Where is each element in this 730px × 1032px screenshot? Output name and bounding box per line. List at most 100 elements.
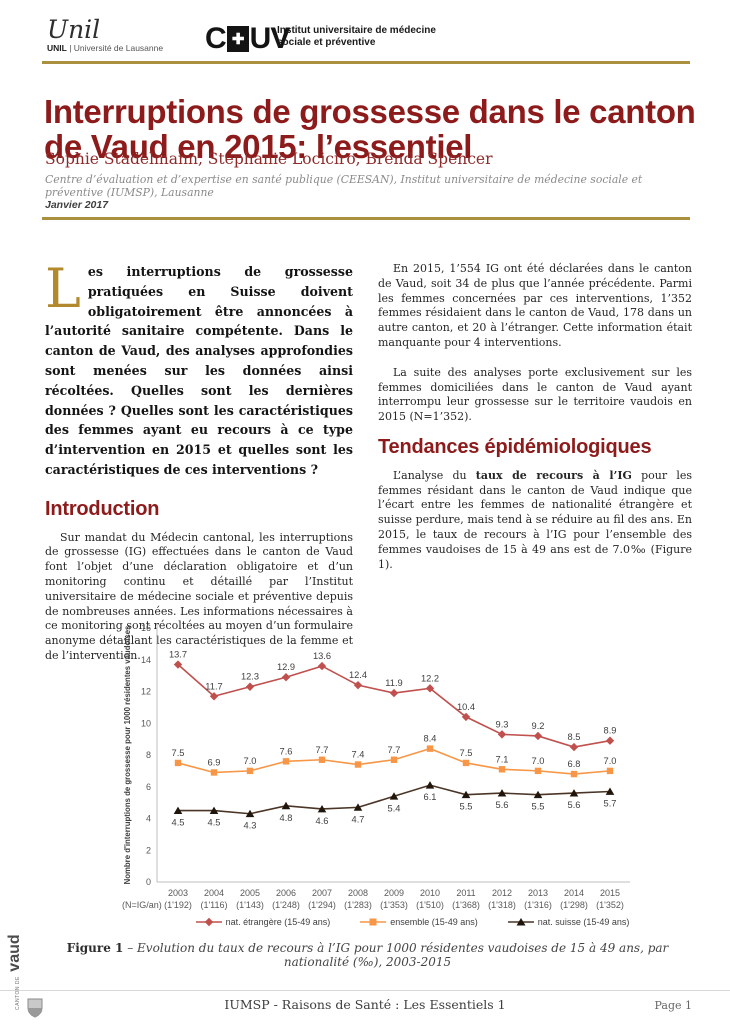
svg-text:8.5: 8.5 <box>568 732 581 742</box>
svg-text:2009: 2009 <box>384 888 404 898</box>
figure-caption: Figure 1 – Evolution du taux de recours … <box>45 941 690 969</box>
right-paragraph-2: La suite des analyses porte exclusivemen… <box>378 365 692 424</box>
svg-text:7.6: 7.6 <box>280 746 293 756</box>
svg-text:13.6: 13.6 <box>313 651 331 661</box>
svg-text:4.5: 4.5 <box>172 818 185 828</box>
svg-text:7.4: 7.4 <box>352 750 365 760</box>
svg-text:2007: 2007 <box>312 888 332 898</box>
svg-text:5.6: 5.6 <box>568 800 581 810</box>
svg-text:(1'248): (1'248) <box>272 900 300 910</box>
svg-text:8: 8 <box>146 750 151 760</box>
legend-item: nat. suisse (15-49 ans) <box>507 917 630 927</box>
svg-text:4: 4 <box>146 814 151 824</box>
svg-text:5.6: 5.6 <box>496 800 509 810</box>
svg-text:6.8: 6.8 <box>568 759 581 769</box>
svg-text:(1'318): (1'318) <box>488 900 516 910</box>
affiliation-line: Centre d’évaluation et d’expertise en sa… <box>45 173 643 199</box>
svg-text:12.3: 12.3 <box>241 672 259 682</box>
svg-text:2011: 2011 <box>456 888 475 898</box>
svg-text:2006: 2006 <box>276 888 296 898</box>
svg-text:2010: 2010 <box>420 888 440 898</box>
svg-text:4.7: 4.7 <box>352 814 365 824</box>
right-column: En 2015, 1’554 IG ont été déclarées dans… <box>378 262 692 587</box>
svg-text:5.5: 5.5 <box>460 802 473 812</box>
svg-text:9.2: 9.2 <box>532 721 545 731</box>
page-header: Unil UNIL | Université de Lausanne C ✚ UV … <box>45 15 690 60</box>
line-chart: 0 2 4 6 8 10 12 14 16 Nombre d'interruptions de g… <box>122 623 630 910</box>
tendances-bold: taux de recours à l’IG <box>475 468 632 482</box>
svg-text:5.5: 5.5 <box>532 802 545 812</box>
svg-text:11.7: 11.7 <box>205 681 222 691</box>
unil-acronym: UNIL <box>47 43 67 53</box>
legend-item: ensemble (15-49 ans) <box>360 917 478 927</box>
unil-university-label: | Université de Lausanne <box>66 43 164 53</box>
svg-text:7.0: 7.0 <box>244 756 257 766</box>
svg-text:7.7: 7.7 <box>388 745 401 755</box>
svg-text:6: 6 <box>146 782 151 792</box>
svg-text:Nombre d'interruptions de gros: Nombre d'interruptions de grossesse pour… <box>123 625 132 884</box>
svg-text:2013: 2013 <box>528 888 548 898</box>
figure-caption-text: Evolution du taux de recours à l’IG pour… <box>137 941 669 969</box>
svg-text:2015: 2015 <box>600 888 620 898</box>
institute-line2: sociale et préventive <box>277 37 376 48</box>
svg-text:7.0: 7.0 <box>604 756 617 766</box>
svg-text:4.8: 4.8 <box>280 813 293 823</box>
svg-text:7.5: 7.5 <box>172 748 185 758</box>
chuv-cross-icon: ✚ <box>226 26 249 52</box>
svg-text:6.9: 6.9 <box>208 757 221 767</box>
svg-text:7.5: 7.5 <box>460 748 473 758</box>
svg-text:6.1: 6.1 <box>424 792 437 802</box>
institute-line1: Institut universitaire de médecine <box>277 25 436 36</box>
chuv-logo-icon: C ✚ UV <box>205 22 290 56</box>
svg-text:2012: 2012 <box>492 888 512 898</box>
footer-title: IUMSP - Raisons de Santé : Les Essentiel… <box>224 997 506 1012</box>
legend-label: nat. suisse (15-49 ans) <box>537 917 630 927</box>
tendances-suffix: pour les femmes résidant dans le canton … <box>378 468 692 571</box>
header-rule <box>42 61 690 64</box>
legend-label: ensemble (15-49 ans) <box>390 917 478 927</box>
svg-text:12.2: 12.2 <box>421 673 439 683</box>
svg-text:7.7: 7.7 <box>316 745 329 755</box>
figure1-chart: 0 2 4 6 8 10 12 14 16 Nombre d'interruptions de g… <box>120 618 705 927</box>
svg-text:(1'298): (1'298) <box>560 900 588 910</box>
unil-logo: Unil UNIL | Université de Lausanne <box>47 15 164 53</box>
svg-text:7.0: 7.0 <box>532 756 545 766</box>
svg-text:12.9: 12.9 <box>277 662 295 672</box>
svg-text:(1'192): (1'192) <box>164 900 192 910</box>
svg-text:5.7: 5.7 <box>604 799 617 809</box>
svg-text:(1'368): (1'368) <box>452 900 480 910</box>
legend-marker-icon <box>195 917 222 927</box>
vaud-logo-text: CANTON DE vaud <box>6 934 24 1010</box>
authors-line: Sophie Stadelmann, Stéphanie Lociciro, B… <box>45 150 493 168</box>
svg-text:2004: 2004 <box>204 888 224 898</box>
vaud-logo-small-text: CANTON DE <box>15 976 21 1010</box>
figure-caption-dash: – <box>123 941 138 955</box>
svg-text:13.7: 13.7 <box>169 650 187 660</box>
svg-text:16: 16 <box>141 623 151 633</box>
vaud-shield-icon <box>27 998 43 1018</box>
svg-text:2: 2 <box>146 845 151 855</box>
svg-text:(1'116): (1'116) <box>200 900 227 910</box>
tendances-paragraph: L’analyse du taux de recours à l’IG pour… <box>378 469 692 573</box>
svg-text:10.4: 10.4 <box>457 702 475 712</box>
svg-text:14: 14 <box>141 655 151 665</box>
dropcap: L <box>45 257 81 320</box>
svg-text:12.4: 12.4 <box>349 670 367 680</box>
vaud-logo-wordmark: vaud <box>6 934 23 972</box>
svg-text:(1'294): (1'294) <box>308 900 336 910</box>
svg-text:(N=IG/an): (N=IG/an) <box>122 900 162 910</box>
introduction-paragraph: Sur mandat du Médecin cantonal, les inte… <box>45 530 353 662</box>
legend-marker-icon <box>507 918 534 926</box>
svg-text:10: 10 <box>141 718 151 728</box>
unil-script-icon: Unil <box>47 15 101 44</box>
vaud-canton-logo: CANTON DE vaud <box>6 934 56 1025</box>
heading-tendances: Tendances épidémiologiques <box>378 435 652 458</box>
svg-text:8.4: 8.4 <box>424 734 437 744</box>
svg-text:(1'510): (1'510) <box>416 900 444 910</box>
svg-text:2003: 2003 <box>168 888 188 898</box>
svg-text:(1'353): (1'353) <box>380 900 408 910</box>
heading-introduction: Introduction <box>45 497 160 520</box>
